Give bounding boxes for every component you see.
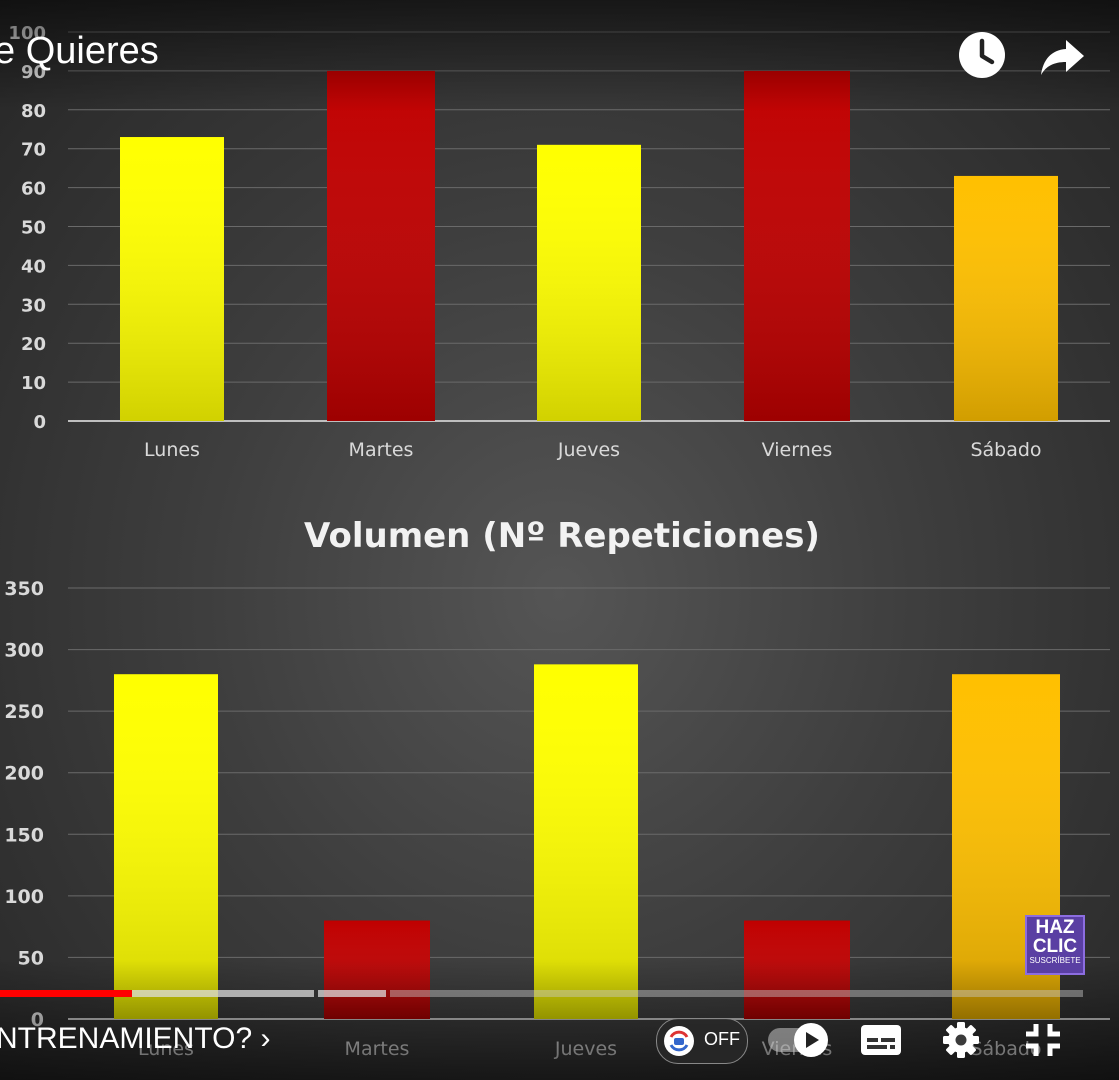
- y-tick-label: 60: [21, 179, 46, 200]
- y-tick-label: 350: [4, 578, 44, 600]
- share-arrow-icon[interactable]: [1036, 28, 1090, 82]
- exit-fullscreen-icon[interactable]: [1024, 1022, 1062, 1058]
- y-tick-label: 300: [4, 640, 44, 662]
- progress-chapter-3[interactable]: [390, 990, 1083, 997]
- x-category-label: Jueves: [557, 439, 620, 461]
- bar-shade: [120, 137, 224, 421]
- bar-shade: [327, 70, 435, 422]
- y-tick-label: 50: [21, 218, 46, 239]
- badge-line-1: HAZ: [1035, 917, 1075, 938]
- translate-icon: [664, 1026, 694, 1056]
- chart2-title: Volumen (Nº Repeticiones): [304, 516, 820, 556]
- y-tick-label: 100: [4, 886, 44, 908]
- y-tick-label: 200: [4, 763, 44, 785]
- chapter-title[interactable]: NTRENAMIENTO? ›: [0, 1022, 271, 1055]
- y-tick-label: 250: [4, 701, 44, 723]
- badge-line-3: SUSCRÍBETE: [1029, 956, 1081, 965]
- x-category-label: Viernes: [762, 439, 833, 461]
- subscribe-badge[interactable]: HAZ CLIC SUSCRÍBETE: [1025, 915, 1085, 975]
- progress-played: [0, 990, 133, 997]
- progress-chapter-1[interactable]: [0, 990, 314, 997]
- bottom-gradient: [0, 960, 1119, 1080]
- progress-chapter-2[interactable]: [318, 990, 386, 997]
- clock-icon[interactable]: [955, 28, 1009, 82]
- y-tick-label: 0: [33, 412, 46, 433]
- subtitles-icon[interactable]: [860, 1022, 902, 1058]
- x-category-label: Lunes: [144, 439, 200, 461]
- y-tick-label: 70: [21, 140, 46, 161]
- badge-line-2: CLIC: [1032, 936, 1078, 957]
- y-tick-label: 40: [21, 256, 46, 277]
- gear-icon[interactable]: [942, 1021, 980, 1059]
- y-tick-label: 150: [4, 824, 44, 846]
- x-category-label: Martes: [349, 439, 414, 461]
- intensity-bar-chart: 0102030405060708090100LunesMartesJuevesV…: [8, 23, 1110, 461]
- play-icon: [806, 1032, 819, 1048]
- top-gradient: [0, 0, 1119, 110]
- bar-shade: [537, 144, 641, 421]
- bar-shade: [954, 175, 1058, 421]
- y-tick-label: 30: [21, 295, 46, 316]
- y-tick-label: 20: [21, 334, 46, 355]
- bar-shade: [534, 664, 638, 1019]
- y-tick-label: 10: [21, 373, 46, 394]
- translate-toggle-label: OFF: [704, 1029, 740, 1049]
- bar-shade: [744, 70, 850, 422]
- video-title[interactable]: e Quieres: [0, 30, 159, 72]
- x-category-label: Sábado: [970, 439, 1041, 461]
